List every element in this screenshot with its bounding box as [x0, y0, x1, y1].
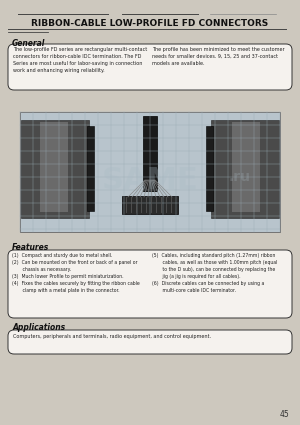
Text: Features: Features: [12, 243, 49, 252]
FancyBboxPatch shape: [20, 112, 280, 232]
FancyBboxPatch shape: [8, 250, 292, 318]
FancyBboxPatch shape: [87, 126, 94, 211]
Text: .ru: .ru: [229, 170, 251, 184]
Text: Computers, peripherals and terminals, radio equipment, and control equipment.: Computers, peripherals and terminals, ra…: [13, 334, 211, 339]
FancyBboxPatch shape: [21, 120, 89, 218]
FancyBboxPatch shape: [8, 330, 292, 354]
Text: SAME: SAME: [102, 165, 198, 195]
Text: General: General: [12, 39, 45, 48]
FancyBboxPatch shape: [232, 122, 260, 212]
Text: The low-profile FD series are rectangular multi-contact
connectors for ribbon-ca: The low-profile FD series are rectangula…: [13, 47, 147, 73]
FancyBboxPatch shape: [206, 126, 213, 211]
Text: RIBBON-CABLE LOW-PROFILE FD CONNECTORS: RIBBON-CABLE LOW-PROFILE FD CONNECTORS: [32, 19, 268, 28]
FancyBboxPatch shape: [40, 122, 68, 212]
FancyBboxPatch shape: [8, 44, 292, 90]
Text: The profile has been minimized to meet the customer
needs for smaller devices. 9: The profile has been minimized to meet t…: [152, 47, 285, 66]
Text: (5)  Cables, including standard pitch (1.27mm) ribbon
       cables, as well as : (5) Cables, including standard pitch (1.…: [152, 253, 277, 293]
Text: 45: 45: [279, 410, 289, 419]
Text: (1)  Compact and sturdy due to metal shell.
(2)  Can be mounted on the front or : (1) Compact and sturdy due to metal shel…: [12, 253, 140, 293]
FancyBboxPatch shape: [122, 196, 178, 214]
Text: Applications: Applications: [12, 323, 65, 332]
FancyBboxPatch shape: [211, 120, 279, 218]
FancyBboxPatch shape: [143, 116, 157, 191]
